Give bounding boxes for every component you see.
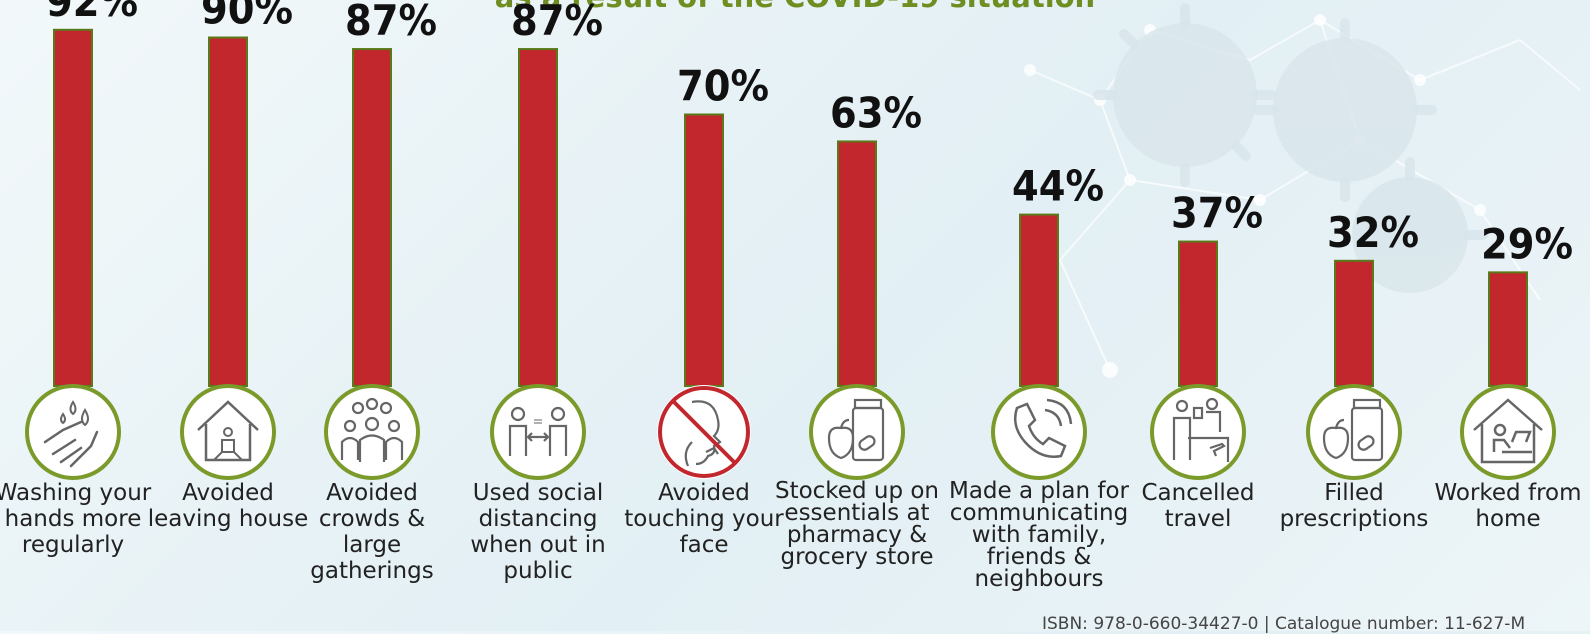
bar-10	[1488, 271, 1528, 388]
bar-value-label-9: 32%	[1327, 208, 1419, 257]
bar-value-label-10: 29%	[1481, 219, 1573, 268]
bar-value-label-4: 87%	[511, 0, 603, 45]
bar-6	[837, 140, 877, 387]
social-distancing-icon	[488, 382, 588, 482]
prescription-icon	[1304, 382, 1404, 482]
bar-value-label-5: 70%	[677, 62, 769, 111]
bar-2	[208, 36, 248, 387]
groceries-pharmacy-icon	[807, 382, 907, 482]
category-label-6: Stocked up on essentials at pharmacy & g…	[774, 478, 940, 570]
bar-7	[1019, 213, 1059, 387]
category-label-10: Worked from home	[1434, 480, 1582, 532]
bar-3	[352, 48, 392, 388]
travel-icon	[1148, 382, 1248, 482]
bar-5	[684, 113, 724, 387]
category-label-4: Used social distancing when out in publi…	[470, 480, 606, 584]
bar-value-label-7: 44%	[1012, 162, 1104, 211]
bar-4	[518, 48, 558, 388]
category-label-3: Avoided crowds & large gatherings	[310, 480, 434, 584]
bar-1	[53, 28, 93, 388]
chart-title: as a result of the COVID-19 situation	[0, 0, 1590, 14]
work-from-home-icon	[1458, 382, 1558, 482]
bar-value-label-6: 63%	[830, 88, 922, 137]
bar-value-label-8: 37%	[1171, 189, 1263, 238]
category-label-9: Filled prescriptions	[1279, 480, 1429, 532]
bar-value-label-1: 92%	[46, 0, 138, 26]
no-face-touching-icon	[654, 382, 754, 482]
bar-value-label-3: 87%	[345, 0, 437, 45]
category-label-1: Washing your hands more regularly	[0, 480, 152, 558]
category-label-5: Avoided touching your face	[624, 480, 784, 558]
house-icon	[178, 382, 278, 482]
bar-9	[1334, 259, 1374, 387]
category-label-8: Cancelled travel	[1141, 480, 1255, 532]
bar-8	[1178, 240, 1218, 387]
crowd-icon	[322, 382, 422, 482]
hand-washing-icon	[23, 382, 123, 482]
footer-isbn: ISBN: 978-0-660-34427-0 | Catalogue numb…	[1042, 614, 1526, 634]
bar-value-label-2: 90%	[201, 0, 293, 34]
category-label-7: Made a plan for communicating with famil…	[948, 478, 1129, 592]
phone-icon	[989, 382, 1089, 482]
category-label-2: Avoided leaving house	[147, 480, 309, 532]
